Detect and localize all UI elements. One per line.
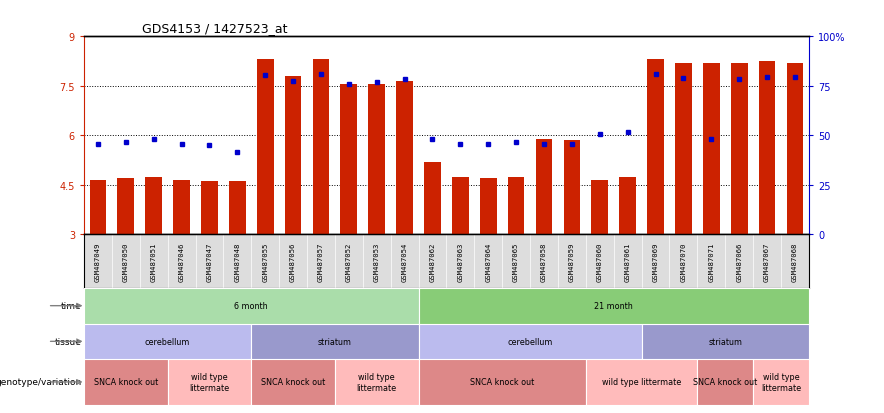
Text: GSM487067: GSM487067	[764, 242, 770, 281]
Text: SNCA knock out: SNCA knock out	[470, 377, 534, 387]
Text: GSM487059: GSM487059	[569, 242, 575, 281]
Bar	[84, 288, 418, 324]
Bar	[647, 60, 664, 235]
Bar	[89, 180, 106, 235]
Text: SNCA knock out: SNCA knock out	[693, 377, 758, 387]
Text: GSM487061: GSM487061	[625, 242, 630, 281]
Bar	[418, 288, 809, 324]
Text: GSM487066: GSM487066	[736, 242, 743, 281]
Bar	[84, 359, 168, 405]
Text: GSM487051: GSM487051	[150, 242, 156, 281]
Text: genotype/variation: genotype/variation	[0, 377, 82, 387]
Text: GSM487057: GSM487057	[318, 242, 324, 281]
Text: GSM487058: GSM487058	[541, 242, 547, 281]
Bar	[168, 359, 251, 405]
Text: GSM487053: GSM487053	[374, 242, 380, 281]
Text: GSM487069: GSM487069	[652, 242, 659, 281]
Text: striatum: striatum	[318, 337, 352, 346]
Bar	[536, 139, 552, 235]
Bar	[396, 82, 413, 235]
Text: tissue: tissue	[55, 337, 82, 346]
Text: 21 month: 21 month	[594, 301, 633, 311]
Bar	[591, 180, 608, 235]
Bar	[787, 64, 804, 235]
Bar	[201, 181, 217, 235]
Text: SNCA knock out: SNCA knock out	[261, 377, 325, 387]
Text: cerebellum: cerebellum	[145, 337, 190, 346]
Text: GSM487060: GSM487060	[597, 242, 603, 281]
Text: GSM487056: GSM487056	[290, 242, 296, 281]
Text: GDS4153 / 1427523_at: GDS4153 / 1427523_at	[142, 21, 287, 35]
Text: SNCA knock out: SNCA knock out	[94, 377, 158, 387]
Text: GSM487055: GSM487055	[263, 242, 268, 281]
Bar	[697, 359, 753, 405]
Bar	[251, 324, 418, 359]
Bar	[424, 162, 441, 235]
Text: GSM487046: GSM487046	[179, 242, 185, 281]
Text: GSM487063: GSM487063	[457, 242, 463, 281]
Bar	[313, 60, 330, 235]
Bar	[335, 359, 418, 405]
Bar	[507, 177, 524, 235]
Bar	[675, 64, 692, 235]
Text: wild type littermate: wild type littermate	[602, 377, 682, 387]
Text: wild type
littermate: wild type littermate	[761, 373, 801, 392]
Bar	[369, 85, 385, 235]
Bar	[145, 177, 162, 235]
Bar	[257, 60, 273, 235]
Text: GSM487047: GSM487047	[207, 242, 212, 281]
Text: GSM487065: GSM487065	[513, 242, 519, 281]
Text: GSM487071: GSM487071	[708, 242, 714, 281]
Text: 6 month: 6 month	[234, 301, 268, 311]
Bar	[753, 359, 809, 405]
Bar	[173, 180, 190, 235]
Text: GSM487050: GSM487050	[123, 242, 129, 281]
Bar	[452, 177, 469, 235]
Bar	[586, 359, 697, 405]
Text: GSM487049: GSM487049	[95, 242, 101, 281]
Bar	[731, 64, 748, 235]
Bar	[642, 324, 809, 359]
Bar	[758, 62, 775, 235]
Text: GSM487068: GSM487068	[792, 242, 798, 281]
Text: GSM487070: GSM487070	[681, 242, 686, 281]
Bar	[229, 181, 246, 235]
Bar	[251, 359, 335, 405]
Text: striatum: striatum	[708, 337, 743, 346]
Text: wild type
littermate: wild type littermate	[356, 373, 397, 392]
Text: GSM487062: GSM487062	[430, 242, 436, 281]
Bar	[418, 359, 586, 405]
Text: GSM487064: GSM487064	[485, 242, 492, 281]
Bar	[84, 324, 251, 359]
Bar	[620, 177, 636, 235]
Bar	[118, 179, 134, 235]
Bar	[418, 324, 642, 359]
Text: wild type
littermate: wild type littermate	[189, 373, 230, 392]
Text: GSM487054: GSM487054	[401, 242, 408, 281]
Text: GSM487048: GSM487048	[234, 242, 240, 281]
Text: cerebellum: cerebellum	[507, 337, 552, 346]
Text: GSM487052: GSM487052	[346, 242, 352, 281]
Bar	[563, 141, 580, 235]
Bar	[340, 85, 357, 235]
Text: time: time	[61, 301, 82, 311]
Bar	[480, 179, 497, 235]
Bar	[703, 64, 720, 235]
Bar	[285, 77, 301, 235]
